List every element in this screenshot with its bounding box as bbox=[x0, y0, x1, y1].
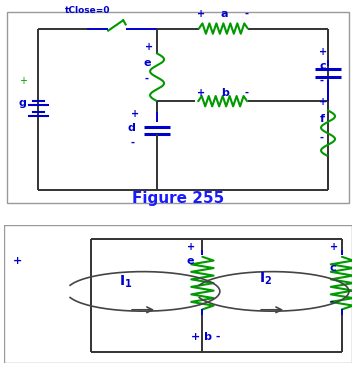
Text: +: + bbox=[197, 9, 205, 19]
Text: $\mathbf{I_2}$: $\mathbf{I_2}$ bbox=[258, 271, 272, 287]
Text: -: - bbox=[131, 138, 135, 148]
FancyBboxPatch shape bbox=[4, 225, 352, 363]
Text: + b -: + b - bbox=[191, 332, 221, 342]
Text: +: + bbox=[145, 42, 153, 52]
Text: f: f bbox=[319, 114, 324, 124]
Text: e: e bbox=[143, 58, 151, 68]
Text: +: + bbox=[319, 47, 328, 57]
Text: Figure 255: Figure 255 bbox=[132, 191, 224, 206]
Text: +: + bbox=[319, 97, 328, 107]
Text: -: - bbox=[244, 88, 248, 98]
Text: +: + bbox=[187, 242, 195, 252]
Text: e: e bbox=[187, 256, 194, 266]
Text: +: + bbox=[19, 76, 27, 86]
Text: d: d bbox=[127, 123, 135, 133]
Text: c: c bbox=[319, 61, 326, 71]
Text: -: - bbox=[244, 9, 248, 19]
Text: +: + bbox=[330, 242, 338, 252]
Text: -: - bbox=[145, 73, 149, 83]
Text: +: + bbox=[197, 88, 205, 98]
FancyBboxPatch shape bbox=[7, 12, 349, 203]
Text: a: a bbox=[220, 9, 228, 19]
Text: +: + bbox=[131, 109, 139, 119]
Text: +: + bbox=[13, 256, 22, 266]
Text: tClose=0: tClose=0 bbox=[64, 6, 110, 15]
Text: c: c bbox=[330, 263, 336, 273]
Text: -: - bbox=[319, 76, 323, 86]
Text: $\mathbf{I_1}$: $\mathbf{I_1}$ bbox=[119, 274, 132, 290]
Text: b: b bbox=[221, 88, 229, 98]
Text: g: g bbox=[19, 98, 27, 108]
Text: -: - bbox=[330, 297, 334, 307]
Text: -: - bbox=[319, 132, 323, 143]
